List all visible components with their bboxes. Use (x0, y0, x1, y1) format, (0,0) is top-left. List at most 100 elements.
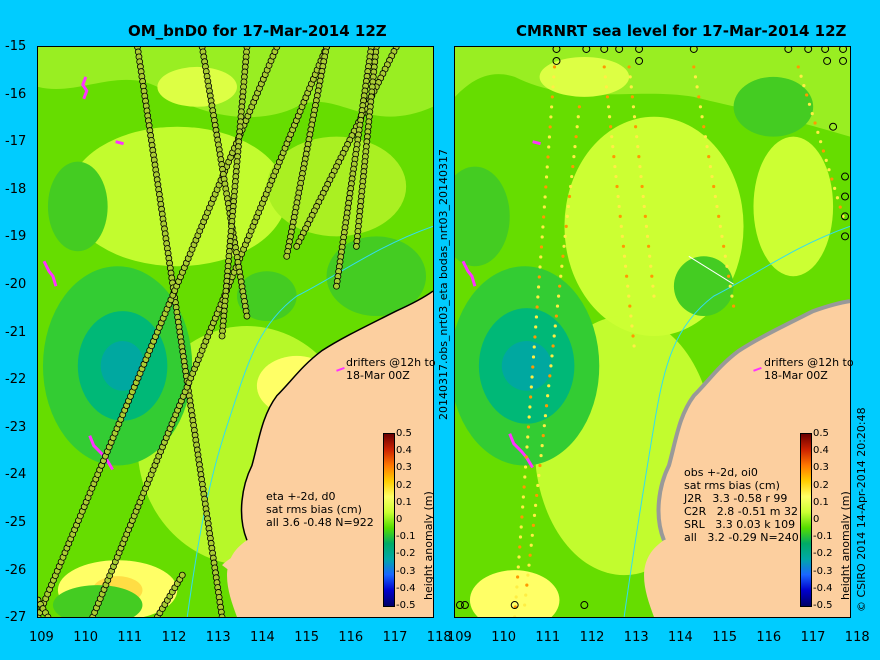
sea-level-observation (617, 204, 621, 209)
sea-level-observation (535, 305, 539, 309)
sea-level-observation (611, 145, 615, 149)
sea-level-observation (525, 445, 529, 449)
right-stats-block: J2R 3.3 -0.58 r 99 C2R 2.8 -0.51 m 32 SRL … (684, 492, 799, 544)
sea-level-observation (542, 205, 546, 209)
sea-level-observation (623, 264, 628, 268)
sea-level-observation (544, 185, 548, 189)
sea-level-observation (518, 535, 523, 539)
sea-level-observation (564, 224, 568, 228)
sea-level-observation (537, 473, 541, 478)
sea-level-observation (551, 85, 555, 89)
sea-level-observation (542, 215, 546, 219)
sea-level-observation (518, 545, 522, 549)
sea-level-observation (514, 595, 518, 599)
colorbar-tick-label: -0.4 (813, 582, 833, 594)
sea-level-observation (460, 601, 469, 610)
sea-level-observation (637, 155, 641, 159)
sea-level-observation (615, 184, 619, 189)
colorbar-tick-label: -0.2 (813, 548, 833, 560)
sea-level-observation (551, 344, 555, 348)
sea-level-observation (646, 244, 651, 248)
sea-level-observation (648, 254, 652, 258)
sea-level-observation (559, 274, 563, 278)
sea-level-observation (827, 168, 831, 172)
right-colorbar-title: height anomaly (m) (839, 491, 852, 600)
sea-level-observation (526, 425, 531, 429)
altimeter-observation (293, 242, 301, 250)
sea-level-observation (532, 513, 537, 517)
sea-level-observation (839, 56, 848, 65)
sea-level-observation (537, 275, 541, 279)
lon-tick-label: 112 (579, 630, 605, 645)
sea-level-observation (558, 284, 562, 288)
sea-level-observation (631, 105, 636, 109)
sea-level-observation (519, 525, 523, 529)
sea-level-observation (810, 112, 814, 116)
colorbar-tick-label: 0.1 (396, 496, 412, 508)
sea-level-observation (524, 593, 528, 597)
sea-level-observation (549, 115, 553, 119)
lat-tick-label: -17 (5, 134, 27, 150)
sea-level-observation (517, 555, 521, 559)
right-map-panel[interactable] (454, 46, 851, 618)
left-map-panel[interactable] (37, 46, 434, 618)
sea-level-observation (841, 214, 845, 218)
sea-level-observation (561, 254, 565, 258)
sea-level-observation (523, 475, 527, 479)
sea-level-observation (813, 121, 817, 125)
sea-level-observation (576, 115, 580, 119)
altimeter-observation (243, 312, 251, 320)
sea-level-observation (550, 354, 554, 358)
colorbar-tick-label: 0.4 (813, 445, 829, 457)
sea-level-observation (571, 164, 575, 169)
sea-level-observation (720, 234, 724, 238)
sea-level-observation (626, 284, 630, 288)
sea-level-observation (631, 334, 635, 338)
sea-level-observation (839, 47, 848, 53)
sea-level-observation (728, 284, 732, 288)
sea-level-observation (555, 304, 560, 308)
lon-tick-label: 109 (29, 630, 54, 645)
left-colorbar-title: height anomaly (m) (422, 491, 435, 600)
colorbar-tick-label: 0.3 (813, 462, 829, 474)
sea-level-observation (645, 234, 650, 238)
sea-level-observation (524, 455, 528, 459)
colorbar-tick-label: 0.4 (396, 445, 412, 457)
sea-level-observation (544, 175, 549, 179)
stats-row: all 3.6 -0.48 N=922 (266, 516, 374, 529)
sea-level-observation (531, 355, 536, 359)
sea-level-observation (725, 264, 729, 268)
lon-tick-label: 114 (668, 630, 693, 645)
sea-level-observation (531, 523, 535, 527)
sea-level-observation (731, 304, 736, 308)
sea-level-observation (604, 85, 608, 89)
sea-level-observation (630, 324, 634, 328)
sea-level-observation (541, 225, 545, 229)
sea-level-observation (527, 415, 531, 419)
lat-tick-label: -15 (5, 39, 27, 54)
sea-level-observation (638, 164, 642, 169)
colorbar-tick-label: -0.3 (813, 565, 833, 577)
sea-level-observation (707, 155, 711, 159)
left-drifters-note: drifters @12h to 18-Mar 00Z (346, 356, 436, 382)
sea-level-observation (515, 585, 519, 589)
sea-level-observation (807, 102, 812, 106)
sea-level-observation (534, 315, 538, 319)
stats-row: all 3.2 -0.29 N=240 (684, 531, 799, 544)
sea-level-observation (516, 565, 520, 569)
sea-level-observation (829, 122, 838, 131)
sea-level-observation (630, 95, 634, 99)
lon-tick-label: 116 (756, 630, 782, 645)
sea-level-observation (538, 463, 542, 468)
sea-level-observation (455, 601, 464, 610)
colorbar-tick-label: 0 (396, 514, 403, 525)
colorbar-tick-label: -0.2 (396, 548, 416, 560)
sea-level-observation (841, 192, 850, 201)
right-map-title: CMRNRT sea level for 17-Mar-2014 12Z (516, 22, 847, 40)
colorbar-tick-label: 0.5 (396, 428, 412, 439)
colorbar-tick-label: 0 (813, 514, 820, 525)
sea-level-observation (693, 75, 698, 79)
sea-level-observation (708, 164, 712, 169)
lat-tick-label: -25 (5, 515, 27, 530)
sea-level-observation (523, 603, 527, 607)
